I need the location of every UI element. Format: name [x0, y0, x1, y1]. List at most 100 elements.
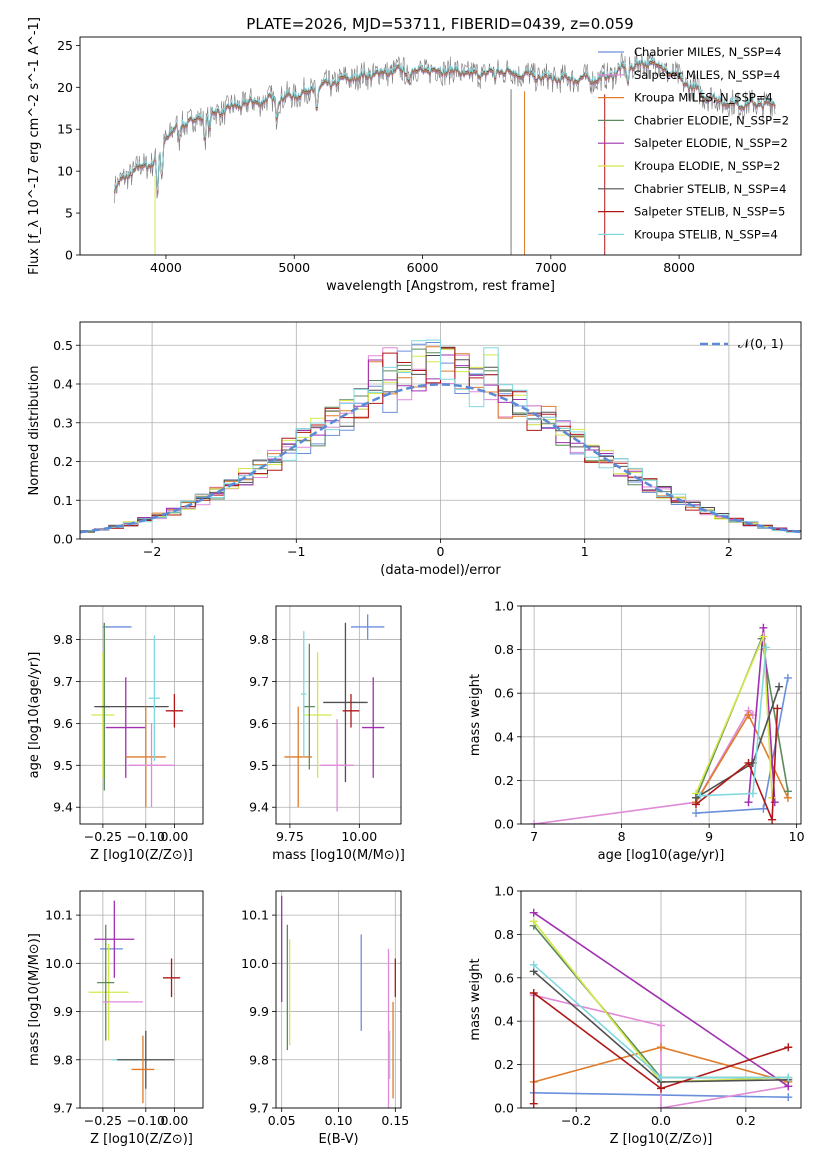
plus-marker: [744, 798, 753, 807]
axes-frame: [520, 890, 802, 1109]
plot-area: [88, 900, 181, 1104]
y-tick-label: 1.0: [494, 599, 514, 614]
errorbar-point-3: [97, 924, 115, 1041]
y-axis-label: mass [log10(M/M⊙)]: [27, 933, 42, 1066]
histogram-8: [80, 339, 801, 534]
x-tick-label: 0.10: [325, 1113, 353, 1128]
x-tick-label: 10.00: [341, 829, 377, 844]
x-axis-label: age [log10(age/yr)]: [598, 848, 725, 863]
y-tick-label: 9.7: [249, 674, 269, 689]
x-tick-label: 7: [530, 829, 538, 844]
errorbar-point-3: [362, 677, 385, 778]
y-tick-label: 9.7: [53, 674, 73, 689]
y-tick-label: 0.0: [53, 532, 73, 547]
panel-spectrum: 4000 5000 6000 7000 8000 0 5 10 15 20 25 wavelength…: [27, 17, 802, 294]
errorbar-point-6: [117, 1030, 175, 1089]
x-tick-label: 9: [705, 829, 713, 844]
plus-marker: [657, 1043, 665, 1052]
y-tick-label: 9.9: [249, 1004, 269, 1019]
legend-spectrum: Chabrier MILES, N_SSP=4 Salpeter MILES, N…: [598, 45, 789, 241]
plot-area: [80, 339, 801, 535]
x-axis-label: E(B-V): [318, 1132, 358, 1147]
errorbar-point-0: [351, 614, 385, 640]
plot-area: [530, 623, 792, 824]
errorbar-point-5: [284, 706, 313, 808]
errorbar-point-2: [303, 643, 315, 770]
x-tick-label: 8: [618, 829, 626, 844]
massweight-line-1: [533, 994, 789, 1108]
plot-area: [91, 622, 183, 808]
x-tick-label: −0.25: [84, 1113, 122, 1128]
plus-marker: [784, 1073, 793, 1082]
axes-frame: [79, 36, 802, 256]
plus-marker: [759, 804, 768, 813]
plus-marker: [762, 643, 770, 652]
plus-marker: [775, 682, 784, 691]
y-axis-label: age [log10(age/yr)]: [27, 652, 42, 779]
massweight-line-7: [532, 991, 789, 1104]
y-tick-label: 0.3: [53, 415, 73, 430]
y-tick-label: 0: [65, 248, 73, 263]
plus-marker: [783, 673, 792, 682]
x-tick-label: 1: [581, 544, 589, 559]
legend-label-gaussian: 𝒩(0, 1): [738, 336, 784, 351]
plus-marker: [784, 1043, 793, 1052]
y-tick-label: 0.4: [494, 1014, 514, 1029]
legend-label-1: Salpeter MILES, N_SSP=4: [634, 68, 780, 82]
x-axis-label: (data-model)/error: [380, 563, 501, 578]
axes-frame: [79, 321, 802, 540]
y-tick-label: 10: [57, 164, 73, 179]
errorbar-point-3: [105, 677, 146, 778]
errorbar-point-1: [91, 652, 115, 778]
panel-age_vs_mass: 9.75 10.00 9.4 9.5 9.6 9.7 9.8 mass [log10(M/M⊙…: [249, 605, 405, 863]
x-tick-label: −0.10: [127, 1113, 165, 1128]
y-tick-label: 10.1: [45, 908, 73, 923]
axes-frame: [275, 890, 402, 1109]
axes-frame: [275, 605, 402, 825]
y-tick-label: 10.0: [45, 956, 73, 971]
spectrum-data-line: [114, 50, 776, 204]
errorbar-point-2: [88, 944, 129, 1041]
massweight-line-1: [533, 709, 754, 824]
y-tick-label: 0.2: [494, 1057, 514, 1072]
x-axis-label: wavelength [Angstrom, rest frame]: [326, 279, 555, 294]
y-tick-label: 9.8: [249, 1052, 269, 1067]
x-tick-label: 0.15: [381, 1113, 409, 1128]
errorbar-point-7: [131, 1035, 155, 1104]
x-tick-label: −2: [143, 544, 161, 559]
y-axis-label: mass weight: [468, 958, 483, 1040]
y-tick-label: 20: [57, 80, 73, 95]
y-tick-label: 0.1: [53, 493, 73, 508]
y-tick-label: 1.0: [494, 884, 514, 899]
y-tick-label: 0.8: [494, 642, 514, 657]
y-tick-label: 10.0: [241, 956, 269, 971]
x-tick-label: 10: [789, 829, 805, 844]
legend-label-2: Kroupa MILES, N_SSP=4: [634, 91, 773, 105]
plot-area: [114, 50, 776, 255]
x-tick-label: 8000: [663, 260, 695, 275]
errorbar-point-6: [320, 719, 354, 812]
y-tick-label: 0.8: [494, 927, 514, 942]
plus-marker: [744, 758, 753, 767]
x-tick-label: −0.2: [561, 1113, 591, 1128]
plus-marker: [529, 960, 538, 969]
panels-group: 4000 5000 6000 7000 80000510152025wavelength…: [27, 17, 805, 1147]
y-axis-label: mass weight: [468, 674, 483, 756]
model-line-8: [114, 57, 776, 192]
x-tick-label: 6000: [407, 260, 439, 275]
y-tick-label: 10.1: [241, 908, 269, 923]
legend-label-3: Chabrier ELODIE, N_SSP=2: [634, 113, 789, 127]
plus-marker: [529, 908, 538, 917]
gaussian-curve: [80, 383, 801, 534]
errorbar-point-6: [128, 723, 175, 808]
y-tick-label: 9.6: [249, 716, 269, 731]
plus-marker: [759, 623, 768, 632]
y-tick-label: 25: [57, 38, 73, 53]
x-tick-label: 0.2: [736, 1113, 756, 1128]
y-tick-label: 9.5: [249, 758, 269, 773]
axes-frame: [79, 890, 204, 1109]
plus-marker: [529, 917, 538, 926]
panel-massweight_vs_age: 7 8 9 10 0.0 0.2 0.4 0.6 0.8 1.0 age [log10(age/yr…: [468, 599, 805, 864]
y-tick-label: 9.5: [53, 758, 73, 773]
x-tick-label: 0.00: [160, 1113, 188, 1128]
